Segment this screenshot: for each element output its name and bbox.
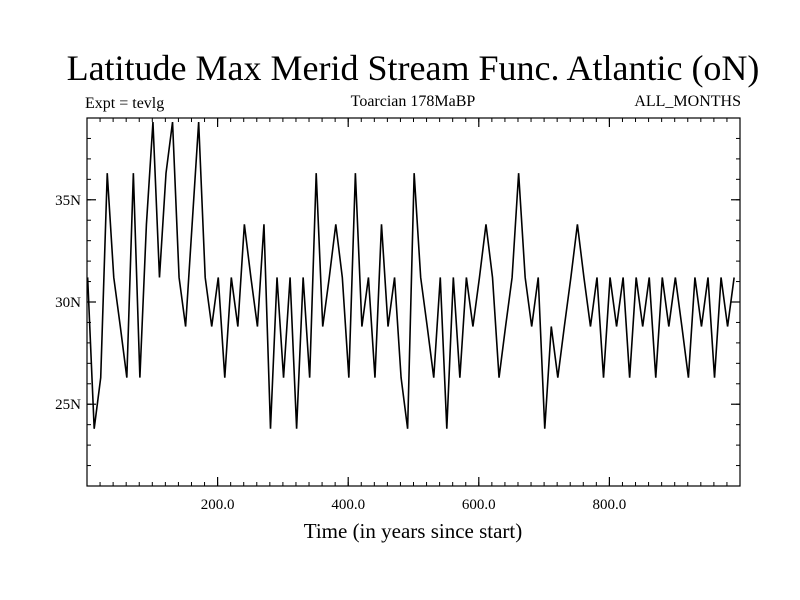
chart-title: Latitude Max Merid Stream Func. Atlantic…: [67, 48, 760, 88]
x-tick-label: 200.0: [201, 497, 235, 513]
experiment-label: Expt = tevlg: [85, 95, 164, 112]
y-tick-label: 30N: [55, 295, 81, 311]
x-axis-label: Time (in years since start): [304, 519, 523, 543]
y-tick-label: 35N: [55, 193, 81, 209]
x-tick-label: 800.0: [593, 497, 627, 513]
y-axis-ticks: 25N 30N 35N: [55, 117, 740, 487]
x-tick-label: 600.0: [462, 497, 496, 513]
y-tick-label: 25N: [55, 397, 81, 413]
months-label: ALL_MONTHS: [634, 93, 741, 110]
period-label: Toarcian 178MaBP: [351, 93, 476, 110]
series-layer: [86, 121, 735, 429]
x-axis-ticks: 200.0 400.0 600.0 800.0: [99, 118, 728, 513]
series-line: [86, 121, 735, 429]
x-tick-label: 400.0: [331, 497, 365, 513]
